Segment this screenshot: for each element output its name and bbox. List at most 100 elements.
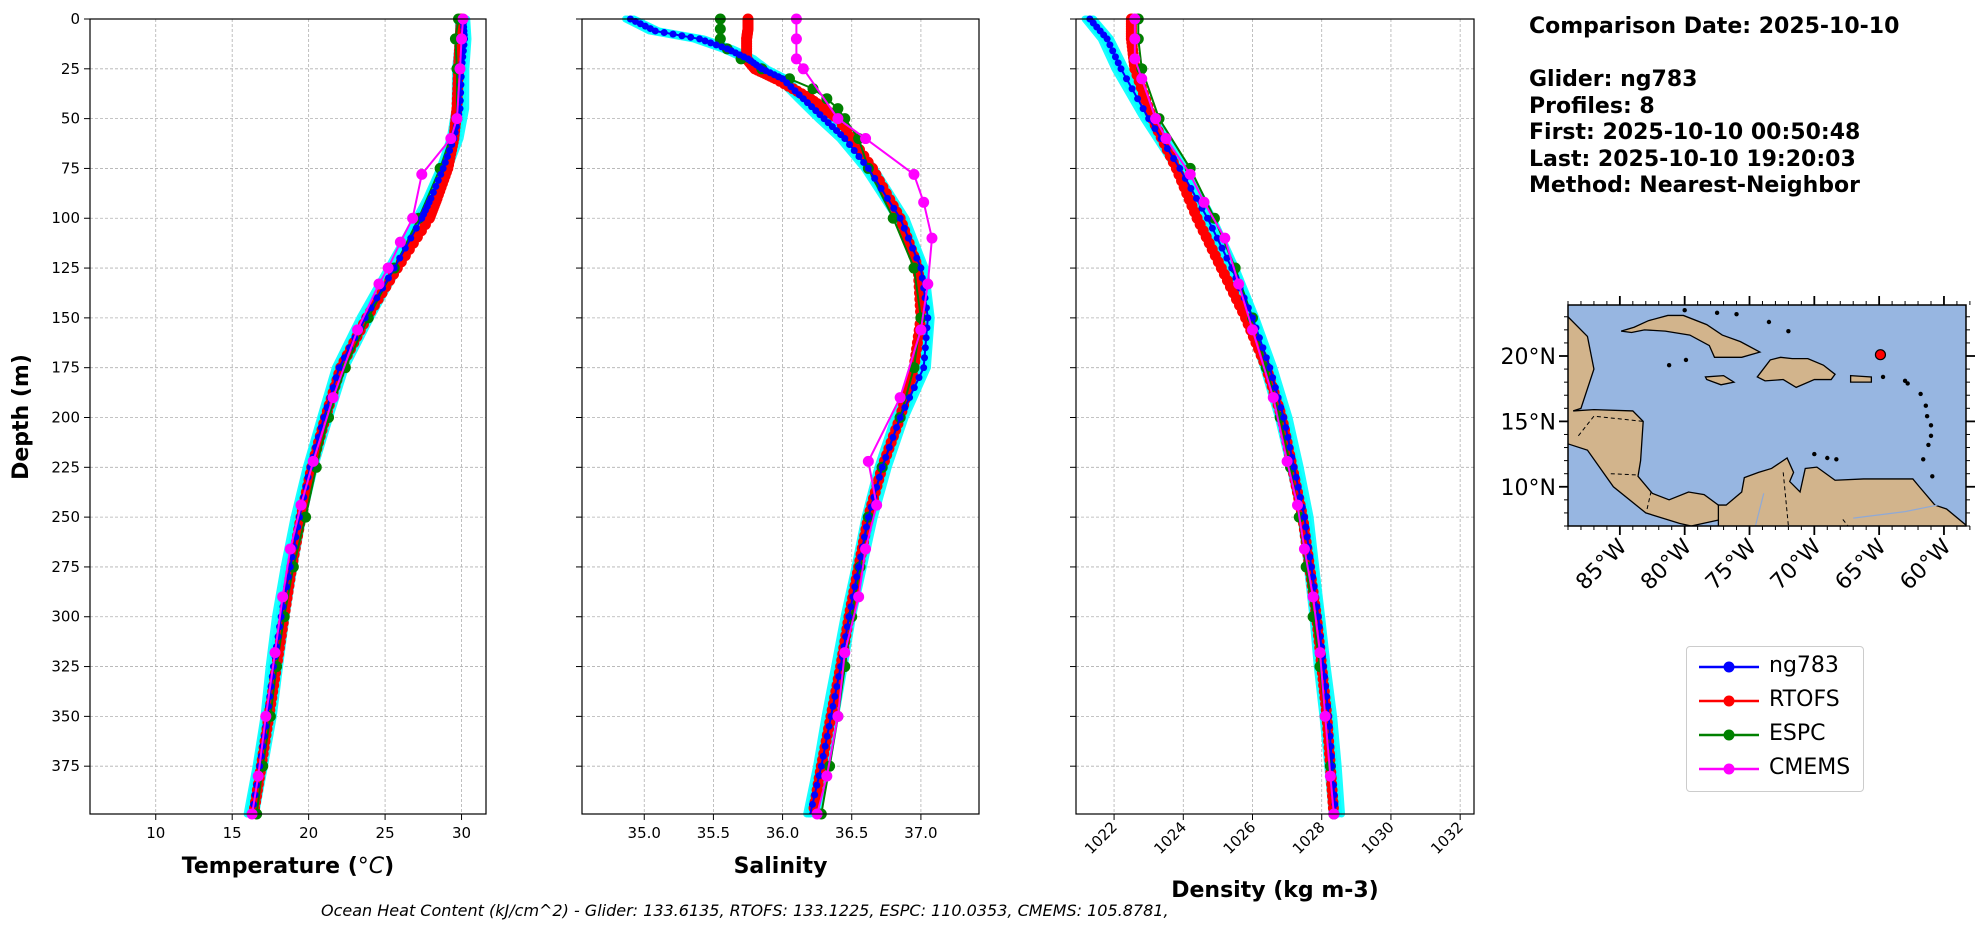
x-tick-label: 1024 <box>1150 818 1190 858</box>
comparison-date: Comparison Date: 2025-10-10 <box>1529 14 1900 39</box>
series-point <box>382 262 394 274</box>
hispaniola <box>1756 356 1836 389</box>
series-point <box>373 278 385 290</box>
island <box>1734 311 1739 317</box>
series-point <box>1281 455 1293 467</box>
glider-profile-line <box>1090 15 1346 818</box>
y-tick-label: 25 <box>61 60 80 78</box>
unit-degree: °C <box>358 854 385 879</box>
legend-marker <box>1723 695 1735 707</box>
puerto-rico <box>1849 374 1873 383</box>
series-point <box>920 354 928 362</box>
series-point <box>1277 404 1285 412</box>
island <box>1834 457 1839 462</box>
jamaica <box>1704 374 1736 386</box>
series-point <box>908 362 920 374</box>
series-point <box>1114 59 1122 67</box>
island <box>1683 357 1689 363</box>
series-point <box>790 53 802 65</box>
river-line <box>1853 504 1938 519</box>
series-point <box>882 453 890 461</box>
series-point <box>701 37 709 45</box>
series-point <box>1109 47 1117 55</box>
glider-profiles <box>243 15 472 818</box>
series-point <box>277 591 289 603</box>
series-point <box>1208 224 1216 232</box>
series-point <box>1269 374 1277 382</box>
x-tick-label: 25 <box>376 824 395 842</box>
series-point <box>908 262 920 274</box>
x-tick-label: 20 <box>299 824 318 842</box>
series-point <box>439 164 447 172</box>
series-point <box>1292 473 1300 481</box>
series-point <box>454 63 466 75</box>
series-point <box>890 204 898 212</box>
series-point <box>860 158 868 166</box>
series-point <box>871 499 883 511</box>
map-lon-label: 70°W <box>1766 534 1827 595</box>
series-point <box>877 184 885 192</box>
series-point <box>418 214 426 222</box>
series-point <box>1325 722 1333 730</box>
series-point <box>1106 41 1114 49</box>
series-point <box>1249 314 1257 322</box>
series-point <box>1267 392 1279 404</box>
series-point <box>1117 65 1125 73</box>
series-point <box>845 613 853 621</box>
series-point <box>1163 145 1171 153</box>
map-lon-label: 85°W <box>1571 534 1632 595</box>
unit-close: ) <box>384 854 394 879</box>
series-point <box>443 152 451 160</box>
island <box>1714 310 1720 316</box>
series-line <box>251 18 465 815</box>
y-tick-label: 275 <box>51 558 80 576</box>
series-cmems <box>790 13 938 820</box>
series-point <box>714 23 726 35</box>
series-point <box>873 483 881 491</box>
series-point <box>926 232 938 244</box>
method: Method: Nearest-Neighbor <box>1529 173 1860 198</box>
series-point <box>831 692 839 700</box>
series-ng783 <box>250 15 469 815</box>
legend-label: CMEMS <box>1769 755 1851 780</box>
series-line <box>255 18 460 815</box>
island <box>1928 423 1934 428</box>
y-tick-label: 375 <box>51 757 80 775</box>
series-point <box>917 264 925 272</box>
series-point <box>904 234 912 242</box>
series-point <box>373 294 381 302</box>
series-point <box>832 103 844 115</box>
series-point <box>1255 334 1263 342</box>
series-point <box>1198 196 1210 208</box>
series-point <box>896 413 904 421</box>
map-frame <box>1567 304 1967 527</box>
series-point <box>445 133 457 145</box>
series-point <box>1247 324 1259 336</box>
island <box>1812 451 1817 457</box>
series-point <box>909 244 917 252</box>
series-point <box>843 623 851 631</box>
series-point <box>821 93 833 105</box>
island <box>1880 374 1886 380</box>
series-point <box>833 682 841 690</box>
series-point <box>1129 33 1141 45</box>
series-point <box>1327 742 1335 750</box>
x-tick-label: 1030 <box>1358 818 1398 858</box>
series-point <box>1128 85 1136 93</box>
series-point <box>307 455 319 467</box>
series-line <box>1089 18 1337 815</box>
series-point <box>819 752 827 760</box>
series-point <box>295 499 307 511</box>
series-point <box>924 314 932 322</box>
series-point <box>901 404 909 412</box>
island <box>1923 403 1929 408</box>
series-point <box>900 224 908 232</box>
series-line <box>251 18 465 815</box>
series-point <box>889 433 897 441</box>
map-lon-label: 80°W <box>1636 534 1697 595</box>
series-point <box>1300 513 1308 521</box>
series-point <box>335 364 343 372</box>
series-point <box>687 33 695 41</box>
series-line <box>251 18 466 815</box>
island <box>1766 319 1772 325</box>
